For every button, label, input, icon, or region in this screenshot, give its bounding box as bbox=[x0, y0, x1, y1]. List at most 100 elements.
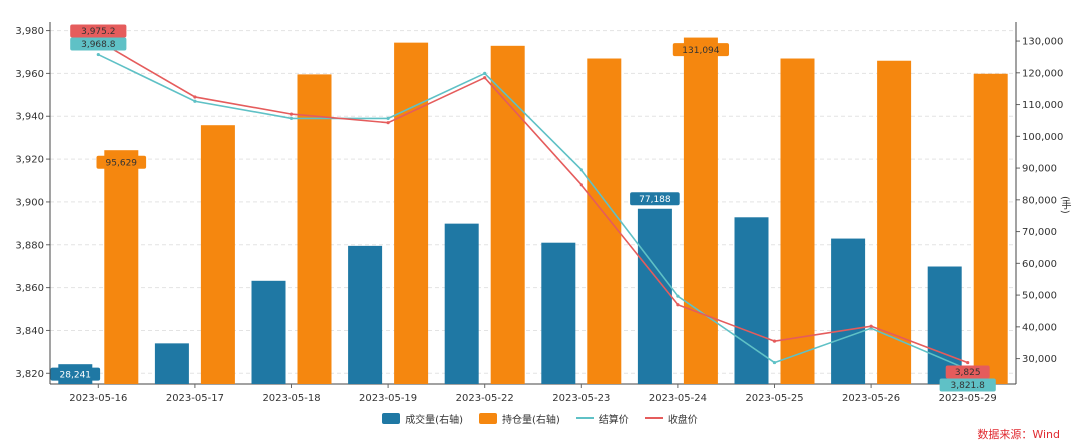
callout-line: 3,825 bbox=[945, 365, 990, 379]
right-axis-tick-label: 130,000 bbox=[1022, 37, 1063, 48]
callout-box bbox=[70, 24, 127, 38]
data-source: 数据来源：Wind bbox=[977, 428, 1060, 441]
legend-swatch-volume bbox=[382, 412, 401, 424]
left-axis-tick-label: 3,820 bbox=[15, 369, 44, 380]
right-axis-tick-label: 70,000 bbox=[1022, 227, 1057, 238]
bar-volume bbox=[734, 217, 769, 384]
line-point-close bbox=[772, 339, 777, 343]
line-point-close bbox=[869, 324, 873, 328]
right-axis-tick-label: 60,000 bbox=[1022, 259, 1057, 270]
left-axis-tick-label: 3,840 bbox=[15, 326, 44, 337]
line-point-settlement bbox=[386, 116, 390, 120]
callout-box bbox=[50, 367, 101, 381]
callout-label: 28,241 bbox=[60, 370, 92, 380]
callout-label: 3,821.8 bbox=[951, 381, 986, 391]
right-axis-tick-label: 110,000 bbox=[1022, 100, 1063, 111]
bar-volume bbox=[348, 245, 383, 384]
bar-volume bbox=[251, 280, 286, 384]
line-point-settlement bbox=[289, 116, 294, 120]
bar-volume bbox=[154, 343, 189, 384]
line-point-settlement bbox=[483, 71, 487, 76]
line-point-close bbox=[289, 112, 294, 116]
right-axis-tick-label: 40,000 bbox=[1022, 322, 1057, 333]
line-point-close bbox=[676, 303, 680, 307]
x-axis-tick-label: 2023-05-17 bbox=[166, 393, 224, 404]
x-axis-tick-label: 2023-05-16 bbox=[69, 393, 127, 404]
x-axis-tick-label: 2023-05-24 bbox=[649, 393, 707, 404]
line-point-settlement bbox=[96, 52, 100, 57]
left-axis-tick-label: 3,880 bbox=[15, 240, 44, 251]
line-point-close bbox=[193, 95, 197, 99]
line-point-settlement bbox=[676, 294, 680, 298]
bar-open-interest bbox=[394, 42, 429, 384]
left-axis-tick-label: 3,920 bbox=[15, 155, 44, 166]
legend-item-close[interactable]: 收盘价 bbox=[644, 411, 698, 426]
callout-line: 3,821.8 bbox=[939, 378, 996, 392]
bar-open-interest bbox=[297, 74, 332, 384]
right-axis-tick-label: 80,000 bbox=[1022, 195, 1057, 206]
legend-label-settlement: 结算价 bbox=[598, 414, 629, 426]
callout-box bbox=[70, 37, 127, 51]
x-axis-tick-label: 2023-05-22 bbox=[456, 393, 514, 404]
callout-line: 3,968.8 bbox=[70, 37, 127, 51]
legend-item-open-interest[interactable]: 持仓量(右轴) bbox=[479, 411, 560, 426]
callout-box bbox=[939, 378, 996, 392]
left-axis-tick-label: 3,980 bbox=[15, 26, 44, 37]
bar-open-interest bbox=[683, 37, 718, 384]
x-axis-tick-label: 2023-05-19 bbox=[359, 393, 417, 404]
right-axis-tick-label: 90,000 bbox=[1022, 164, 1057, 175]
line-point-settlement bbox=[193, 99, 197, 103]
legend-swatch-settlement bbox=[575, 417, 594, 419]
callout-box bbox=[672, 43, 729, 57]
right-axis-tick-label: 100,000 bbox=[1022, 132, 1063, 143]
legend-item-settlement[interactable]: 结算价 bbox=[575, 411, 629, 426]
left-axis-tick-label: 3,860 bbox=[15, 283, 44, 294]
legend-item-volume[interactable]: 成交量(右轴) bbox=[382, 411, 463, 426]
callout-bar: 95,629 bbox=[96, 155, 147, 169]
left-axis-tick-label: 3,900 bbox=[15, 197, 44, 208]
left-axis-tick-label: 3,940 bbox=[15, 112, 44, 123]
callout-line: 3,975.2 bbox=[70, 24, 127, 38]
callout-bar: 77,188 bbox=[630, 192, 680, 206]
bar-open-interest bbox=[780, 58, 815, 384]
right-axis-tick-label: 50,000 bbox=[1022, 291, 1057, 302]
callout-bar: 28,241 bbox=[50, 367, 101, 381]
bar-volume bbox=[444, 223, 479, 384]
line-point-close bbox=[483, 76, 487, 80]
callout-label: 3,825 bbox=[955, 368, 981, 378]
callout-box bbox=[945, 365, 990, 379]
line-settlement bbox=[97, 53, 969, 371]
line-point-close bbox=[386, 121, 390, 125]
x-axis-tick-label: 2023-05-25 bbox=[745, 393, 803, 404]
legend-label-close: 收盘价 bbox=[667, 414, 698, 426]
x-axis-tick-label: 2023-05-26 bbox=[842, 393, 900, 404]
legend-label-open-interest: 持仓量(右轴) bbox=[502, 414, 560, 426]
callout-box bbox=[630, 192, 680, 206]
bar-volume bbox=[637, 208, 672, 384]
bar-open-interest bbox=[104, 150, 139, 384]
x-axis-tick-label: 2023-05-23 bbox=[552, 393, 610, 404]
line-close bbox=[97, 40, 968, 364]
callout-label: 3,968.8 bbox=[81, 40, 116, 50]
legend-label-volume: 成交量(右轴) bbox=[405, 414, 463, 426]
bar-open-interest bbox=[587, 58, 622, 384]
left-axis-tick-label: 3,960 bbox=[15, 69, 44, 80]
bar-volume bbox=[831, 238, 866, 384]
callout-label: 77,188 bbox=[639, 195, 671, 205]
callout-label: 3,975.2 bbox=[81, 27, 115, 37]
callout-box bbox=[96, 155, 147, 169]
callout-label: 95,629 bbox=[106, 158, 138, 168]
legend-swatch-open-interest bbox=[479, 412, 497, 424]
line-point-settlement bbox=[772, 360, 777, 365]
callout-label: 131,094 bbox=[682, 46, 719, 56]
bar-open-interest bbox=[200, 125, 235, 384]
x-axis-tick-label: 2023-05-29 bbox=[939, 393, 997, 404]
bar-open-interest bbox=[973, 73, 1008, 385]
bar-volume bbox=[541, 242, 576, 384]
line-point-settlement bbox=[579, 168, 583, 172]
right-axis-tick-label: 30,000 bbox=[1022, 354, 1057, 365]
line-point-close bbox=[966, 360, 970, 365]
legend-swatch-close bbox=[644, 417, 663, 419]
right-axis-unit: (手) bbox=[1059, 196, 1070, 214]
